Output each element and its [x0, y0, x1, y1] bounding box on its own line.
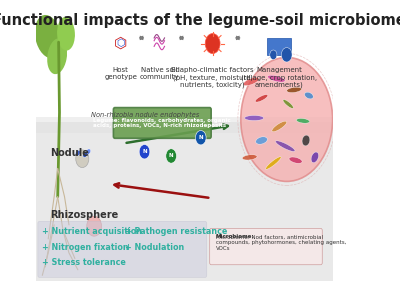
FancyBboxPatch shape: [114, 108, 211, 138]
Circle shape: [166, 149, 176, 163]
Circle shape: [139, 144, 150, 159]
Ellipse shape: [304, 92, 313, 99]
Text: Non-rhizobia nodule endophytes: Non-rhizobia nodule endophytes: [91, 112, 200, 118]
Text: Native soil
community: Native soil community: [140, 67, 179, 80]
Text: Microbiome: Nod factors, antimicrobial
compounds, phytohormones, chelating agent: Microbiome: Nod factors, antimicrobial c…: [216, 234, 346, 251]
Text: Edapho-climatic factors
(pH, texture, moisture,
nutrients, toxicity): Edapho-climatic factors (pH, texture, mo…: [171, 67, 254, 89]
Text: N: N: [169, 153, 174, 158]
Ellipse shape: [35, 15, 62, 58]
Ellipse shape: [283, 99, 293, 108]
Ellipse shape: [256, 137, 267, 144]
Ellipse shape: [272, 121, 287, 132]
Text: Rhizosphere: Rhizosphere: [50, 210, 118, 220]
Bar: [36, 122, 333, 281]
Ellipse shape: [289, 157, 302, 163]
Text: ⬡: ⬡: [116, 38, 125, 49]
Text: N: N: [142, 149, 147, 154]
FancyBboxPatch shape: [38, 221, 207, 277]
Ellipse shape: [276, 141, 295, 151]
Ellipse shape: [243, 77, 259, 86]
Circle shape: [241, 57, 333, 182]
Circle shape: [76, 150, 89, 167]
Ellipse shape: [86, 149, 91, 155]
Ellipse shape: [255, 95, 268, 102]
Text: Microbiome:: Microbiome:: [216, 234, 254, 239]
Ellipse shape: [302, 135, 310, 146]
Bar: [36, 117, 333, 133]
Circle shape: [196, 130, 206, 145]
Ellipse shape: [244, 115, 264, 121]
Text: + Nodulation: + Nodulation: [125, 243, 184, 252]
Text: + Nitrogen fixation: + Nitrogen fixation: [42, 243, 129, 252]
Ellipse shape: [266, 157, 281, 169]
Text: + Nutrient acquisition: + Nutrient acquisition: [42, 227, 142, 236]
Circle shape: [87, 216, 102, 236]
Text: N: N: [198, 135, 203, 140]
Text: + Stress tolerance: + Stress tolerance: [42, 258, 126, 267]
Ellipse shape: [296, 119, 310, 123]
Text: Functional impacts of the legume-soil microbiome: Functional impacts of the legume-soil mi…: [0, 13, 400, 28]
Ellipse shape: [75, 150, 80, 156]
Ellipse shape: [47, 38, 67, 74]
Text: Management
(tillage, crop rotation,
amendments): Management (tillage, crop rotation, amen…: [241, 67, 317, 89]
Text: Host
genotype: Host genotype: [104, 67, 137, 80]
Ellipse shape: [57, 17, 75, 51]
Ellipse shape: [268, 75, 285, 82]
Text: + Pathogen resistance: + Pathogen resistance: [125, 227, 228, 236]
Text: Legume: flavonoids, carbohydrates, organic
acids, proteins, VOCs, N-rich rhizode: Legume: flavonoids, carbohydrates, organ…: [94, 117, 231, 128]
Ellipse shape: [83, 152, 88, 157]
Circle shape: [270, 50, 277, 60]
Circle shape: [205, 33, 220, 54]
Ellipse shape: [287, 87, 302, 92]
FancyBboxPatch shape: [210, 228, 322, 265]
Ellipse shape: [311, 152, 318, 163]
Text: Nodule: Nodule: [50, 148, 88, 158]
Bar: [268, 38, 291, 55]
Circle shape: [281, 47, 292, 62]
Text: ⬡: ⬡: [114, 36, 128, 51]
Ellipse shape: [242, 155, 257, 160]
